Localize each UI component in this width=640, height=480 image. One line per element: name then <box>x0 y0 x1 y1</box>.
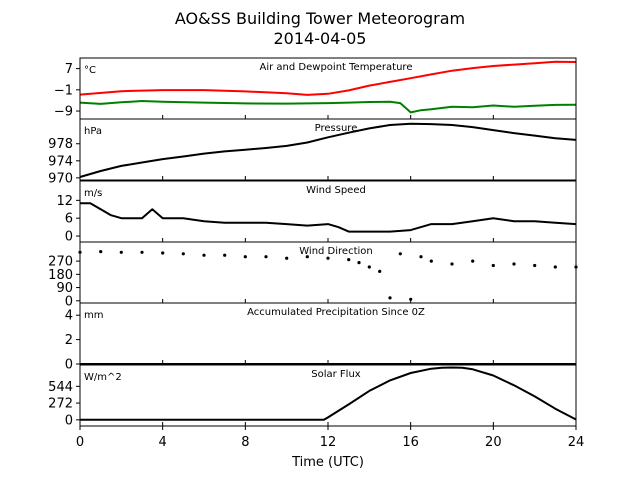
y-tick-label: −9 <box>54 105 73 120</box>
panel-unit: m/s <box>84 188 102 199</box>
y-tick-label: 0 <box>65 413 73 428</box>
data-point <box>429 259 433 263</box>
y-tick-label: 978 <box>48 137 73 152</box>
panel-unit: mm <box>84 310 103 321</box>
y-tick-label: 12 <box>56 194 73 209</box>
y-tick-label: 974 <box>48 154 73 169</box>
x-tick-label: 12 <box>320 435 337 450</box>
y-tick-label: 7 <box>65 62 73 77</box>
data-point <box>533 263 537 268</box>
y-tick-label: −1 <box>54 83 73 98</box>
y-tick-label: 544 <box>48 380 73 395</box>
data-point <box>305 255 309 259</box>
data-point <box>223 253 227 257</box>
panel-2: 12 6 0 Wind Speed m/s <box>56 180 577 245</box>
y-tick-label: 2 <box>65 333 73 348</box>
x-tick-label: 8 <box>241 435 249 450</box>
data-point <box>367 265 371 269</box>
figure-title: AO&SS Building Tower Meteorogram <box>175 9 465 28</box>
x-axis: 0 4 8 12 16 20 24 <box>76 426 584 450</box>
data-point <box>243 255 247 259</box>
data-point <box>512 262 516 266</box>
y-tick-label: 272 <box>48 397 73 412</box>
data-point <box>326 256 330 260</box>
series-line-0 <box>79 60 577 96</box>
panel-title: Wind Direction <box>299 246 373 257</box>
series-line-0 <box>80 366 577 421</box>
x-tick-label: 20 <box>485 435 502 450</box>
series-line-1 <box>79 100 577 114</box>
data-point <box>388 296 392 300</box>
data-point <box>285 256 289 260</box>
y-tick-label: 90 <box>56 281 73 296</box>
data-point <box>181 252 185 256</box>
data-point <box>398 252 402 256</box>
data-point <box>378 269 382 273</box>
series-line-0 <box>80 202 577 233</box>
figure-subtitle: 2014-04-05 <box>274 29 367 48</box>
y-tick-label: 0 <box>65 294 73 309</box>
x-tick-label: 0 <box>76 435 84 450</box>
data-point <box>357 261 361 265</box>
panel-unit: °C <box>84 65 96 76</box>
y-tick-label: 270 <box>48 255 73 270</box>
x-axis-label: Time (UTC) <box>291 455 364 470</box>
panel-title: Wind Speed <box>306 185 366 196</box>
data-point <box>471 259 475 263</box>
data-point <box>553 265 557 269</box>
x-tick-label: 16 <box>402 435 419 450</box>
x-tick-label: 4 <box>159 435 167 450</box>
panel-title: Pressure <box>315 123 358 134</box>
panel-unit: hPa <box>84 126 102 137</box>
panel-title: Solar Flux <box>311 369 361 380</box>
y-tick-label: 970 <box>48 171 73 186</box>
panel-1: 978 974 970 Pressure hPa <box>48 118 577 186</box>
y-tick-label: 6 <box>65 212 73 227</box>
panel-4: 4 2 0 Accumulated Precipitation Since 0Z mm <box>65 302 577 373</box>
data-point <box>119 250 123 254</box>
panel-title: Accumulated Precipitation Since 0Z <box>247 307 425 318</box>
data-point <box>450 262 454 266</box>
data-point <box>264 255 268 259</box>
y-tick-label: 180 <box>48 268 73 283</box>
data-point <box>491 263 495 268</box>
data-point <box>99 250 103 254</box>
data-point <box>347 258 351 262</box>
data-point <box>161 251 165 255</box>
panel-0: 7 −1 −9 Air and Dewpoint Temperature °C <box>54 57 577 120</box>
y-tick-label: 0 <box>65 230 73 245</box>
data-point <box>419 255 423 259</box>
data-point <box>140 250 144 254</box>
y-tick-label: 4 <box>65 309 73 324</box>
panel-title: Air and Dewpoint Temperature <box>260 62 413 73</box>
series-line-0 <box>79 122 577 178</box>
data-point <box>202 253 206 257</box>
panel-unit: W/m^2 <box>84 372 122 383</box>
y-tick-label: 0 <box>65 358 73 373</box>
x-tick-label: 24 <box>568 435 585 450</box>
